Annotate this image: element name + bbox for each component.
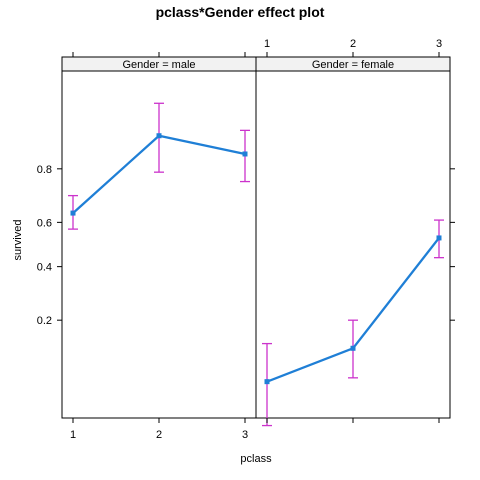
panel-0: Gender = male 1 2 3 <box>61 52 257 441</box>
data-point <box>70 210 76 216</box>
x-tick-label: 1 <box>70 429 76 441</box>
data-point <box>264 379 270 385</box>
confidence-interval <box>262 342 272 427</box>
x-tick-label: 1 <box>264 38 270 50</box>
x-tick-label: 3 <box>436 38 442 50</box>
data-point <box>156 133 162 139</box>
data-point <box>242 151 248 157</box>
y-tick-label: 0.4 <box>37 262 52 274</box>
panel-strip-label: Gender = female <box>312 59 394 71</box>
y-tick-label: 0.2 <box>37 315 52 327</box>
data-point <box>350 345 356 351</box>
x-tick-label: 3 <box>242 429 248 441</box>
panel-strip-label: Gender = male <box>122 59 195 71</box>
x-axis-label: pclass <box>240 453 272 465</box>
x-tick-label: 2 <box>156 429 162 441</box>
panel-1: Gender = female 1 2 3 <box>255 38 451 427</box>
y-tick-label: 0.8 <box>37 164 52 176</box>
x-tick-label: 2 <box>350 38 356 50</box>
y-tick-label: 0.6 <box>37 217 52 229</box>
data-point <box>436 235 442 241</box>
chart-title: pclass*Gender effect plot <box>156 4 325 20</box>
y-axis-label: survived <box>12 220 24 261</box>
